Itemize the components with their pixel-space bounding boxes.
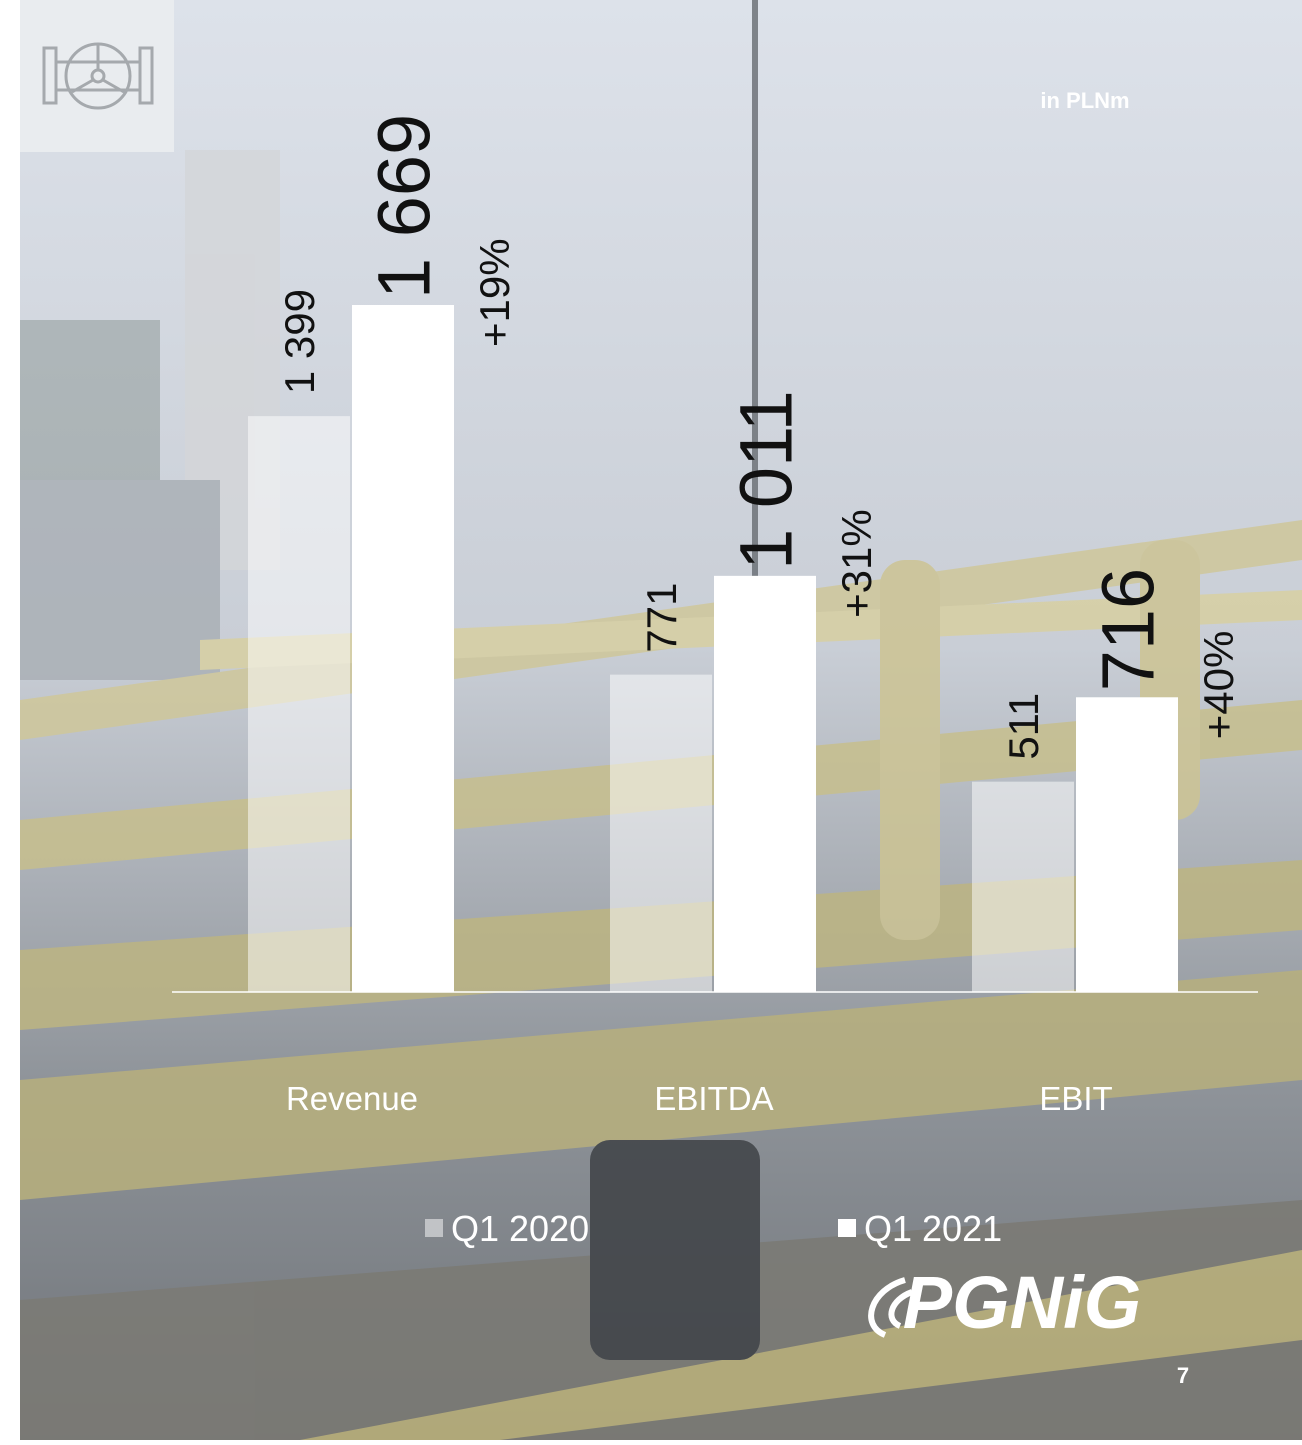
value-label: 1 011 <box>725 390 808 570</box>
change-label: +19% <box>471 238 518 347</box>
unit-label: in PLNm <box>1040 88 1129 113</box>
value-label: 716 <box>1087 568 1170 691</box>
bar <box>352 305 454 992</box>
chart: Revenue 1 399 1 669 +19% EBITDA 771 1 011 +31% E… <box>172 114 1258 1249</box>
value-label: 1 399 <box>276 289 323 394</box>
legend-label: Q1 2020 <box>451 1208 589 1249</box>
change-label: +31% <box>833 509 880 618</box>
valve-icon <box>42 42 154 110</box>
page-number: 7 <box>1177 1363 1189 1388</box>
bar <box>248 416 350 992</box>
bar <box>714 575 816 992</box>
logo: PGNiG <box>903 1261 1141 1344</box>
bar <box>610 674 712 992</box>
value-label: 771 <box>638 583 685 653</box>
logo-flame <box>868 1277 914 1338</box>
value-label: 1 669 <box>363 114 446 299</box>
legend-swatch <box>425 1219 443 1237</box>
legend-label: Q1 2021 <box>864 1208 1002 1249</box>
icon-box <box>20 0 174 152</box>
bar <box>1076 697 1178 992</box>
change-label: +40% <box>1195 631 1242 740</box>
x-tick-label: Revenue <box>286 1080 418 1117</box>
x-tick-label: EBITDA <box>654 1080 773 1117</box>
bar <box>972 781 1074 992</box>
value-label: 511 <box>1000 693 1047 760</box>
x-tick-label: EBIT <box>1039 1080 1112 1117</box>
legend-swatch <box>838 1219 856 1237</box>
